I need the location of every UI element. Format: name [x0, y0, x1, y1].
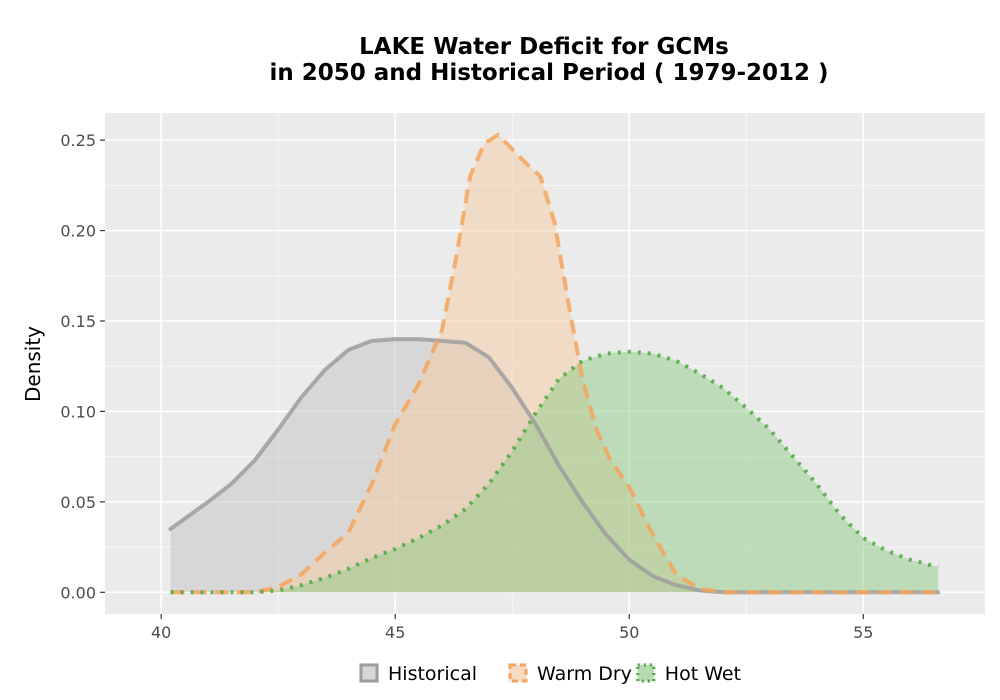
y-axis-title: Density: [21, 326, 45, 402]
line-historical: [168, 337, 941, 595]
area-warm-dry: [170, 134, 939, 593]
y-tick-label: 0.15: [60, 312, 96, 331]
legend-key-historical: [359, 663, 379, 683]
legend-key-hot-wet: [636, 663, 656, 683]
legend-key-warm-dry: [508, 663, 528, 683]
line-hot-wet: [170, 349, 939, 595]
legend: Historical Warm Dry Hot Wet: [359, 663, 741, 685]
x-tick-label: 50: [619, 623, 639, 642]
legend-label-hot-wet: Hot Wet: [665, 663, 741, 685]
y-tick-label: 0.10: [60, 402, 96, 421]
y-axis: 0.00 0.05 0.10 0.15 0.20 0.25: [60, 131, 105, 602]
x-tick-label: 40: [151, 623, 171, 642]
x-tick-label: 55: [853, 623, 873, 642]
x-axis: 40 45 50 55: [151, 614, 873, 642]
chart-title-line-1: LAKE Water Deficit for GCMs: [359, 34, 729, 60]
legend-label-warm-dry: Warm Dry: [537, 663, 632, 685]
y-tick-label: 0.00: [60, 583, 96, 602]
x-tick-label: 45: [385, 623, 405, 642]
legend-label-historical: Historical: [388, 663, 477, 685]
line-warm-dry: [170, 132, 939, 595]
y-tick-label: 0.05: [60, 493, 96, 512]
y-tick-label: 0.20: [60, 222, 96, 241]
y-tick-label: 0.25: [60, 131, 96, 150]
density-lines: [168, 132, 941, 595]
density-areas: [170, 134, 939, 593]
chart-title-line-2: in 2050 and Historical Period ( 1979-201…: [269, 60, 828, 86]
area-hot-wet: [170, 351, 939, 593]
